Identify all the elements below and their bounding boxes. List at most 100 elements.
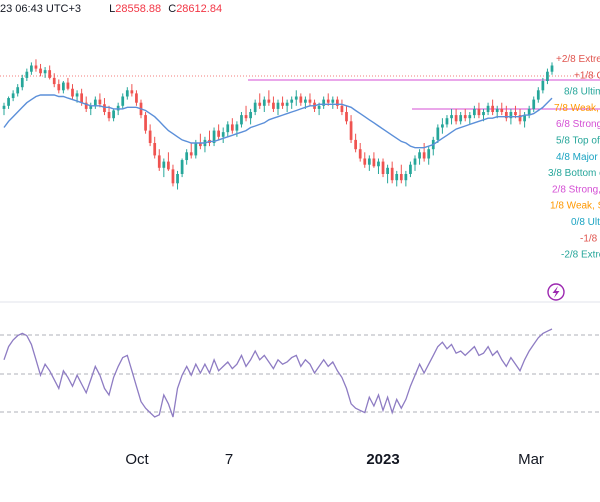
candle-body bbox=[550, 65, 554, 72]
candle-body bbox=[308, 99, 312, 103]
candle-body bbox=[185, 152, 189, 161]
candle-body bbox=[317, 105, 321, 109]
candle-body bbox=[399, 174, 403, 181]
candle-body bbox=[422, 152, 426, 159]
candle-body bbox=[541, 81, 545, 91]
candle-body bbox=[221, 132, 225, 137]
murrey-level-label: 2/8 Strong, bbox=[552, 184, 600, 195]
candle-body bbox=[491, 105, 495, 112]
murrey-level-label: 3/8 Bottom c bbox=[548, 168, 600, 179]
candle-body bbox=[468, 115, 472, 119]
candle-body bbox=[80, 93, 84, 103]
candle-body bbox=[349, 121, 353, 140]
lightning-icon bbox=[552, 286, 560, 298]
candle-body bbox=[226, 124, 230, 133]
candle-body bbox=[276, 102, 280, 109]
rsi-line bbox=[3, 328, 553, 418]
header-low-value: 28558.88 bbox=[115, 3, 162, 15]
candle-body bbox=[326, 99, 330, 103]
candle-body bbox=[262, 99, 266, 106]
candle-body bbox=[11, 93, 15, 99]
candle-body bbox=[514, 112, 517, 116]
candle-body bbox=[527, 108, 531, 116]
candle-body bbox=[294, 96, 298, 100]
candle-body bbox=[43, 70, 47, 74]
candle-body bbox=[171, 169, 175, 184]
candle-body bbox=[244, 115, 248, 119]
candle-body bbox=[16, 87, 20, 94]
candle-body bbox=[130, 90, 134, 94]
candle-body bbox=[340, 105, 344, 112]
murrey-level-label: 1/8 Weak, S bbox=[550, 201, 600, 212]
candle-body bbox=[482, 112, 485, 116]
candle-body bbox=[445, 118, 449, 125]
candle-body bbox=[486, 105, 490, 112]
candle-body bbox=[386, 167, 389, 174]
candle-body bbox=[509, 112, 513, 119]
candle-body bbox=[450, 115, 453, 119]
ohlc-header: 23 06:43 UTC+3 L28558.88 C28612.84 bbox=[0, 3, 226, 15]
candle-body bbox=[135, 93, 138, 103]
candle-body bbox=[116, 105, 120, 111]
candle-body bbox=[112, 110, 115, 119]
candle-body bbox=[212, 130, 216, 143]
candle-body bbox=[253, 102, 257, 112]
candle-body bbox=[290, 99, 294, 103]
candle-body bbox=[144, 115, 147, 131]
candle-body bbox=[413, 158, 417, 165]
murrey-level-label: 0/8 Ult bbox=[571, 217, 600, 228]
candle-body bbox=[148, 130, 152, 143]
candles-layer bbox=[2, 59, 554, 190]
candle-body bbox=[358, 149, 362, 159]
murrey-level-label: 7/8 Weak, S bbox=[554, 103, 600, 114]
candle-body bbox=[518, 115, 522, 122]
candle-body bbox=[299, 96, 303, 103]
rsi-guides bbox=[0, 334, 600, 413]
candle-body bbox=[93, 99, 97, 106]
candle-body bbox=[390, 167, 394, 181]
time-axis[interactable]: Oct 7 2023 Mar bbox=[125, 451, 544, 468]
candle-body bbox=[167, 161, 170, 170]
candle-body bbox=[363, 158, 367, 165]
candle-body bbox=[230, 124, 234, 131]
candle-body bbox=[52, 77, 56, 85]
candle-body bbox=[198, 143, 202, 147]
candle-body bbox=[189, 152, 193, 156]
candle-body bbox=[331, 99, 335, 103]
candle-body bbox=[125, 90, 129, 97]
murrey-level-label: -2/8 Extre bbox=[561, 250, 600, 261]
candle-body bbox=[162, 161, 166, 168]
candle-body bbox=[459, 115, 463, 122]
candle-body bbox=[427, 149, 431, 159]
candle-body bbox=[546, 71, 549, 81]
candle-body bbox=[477, 108, 481, 116]
murrey-level-label: 6/8 Strong bbox=[556, 119, 600, 130]
x-tick-label: 2023 bbox=[366, 451, 399, 468]
candle-body bbox=[103, 104, 106, 112]
candle-body bbox=[472, 108, 476, 116]
flash-button[interactable] bbox=[547, 283, 565, 301]
candle-body bbox=[281, 102, 284, 106]
candle-body bbox=[258, 102, 262, 106]
header-time: 23 06:43 UTC+3 bbox=[0, 3, 82, 15]
murrey-level-label: +1/8 C bbox=[574, 70, 600, 81]
candle-body bbox=[354, 139, 358, 150]
murrey-level-label: -1/8 bbox=[580, 233, 598, 244]
murrey-level-label: 5/8 Top of bbox=[556, 136, 600, 147]
candle-body bbox=[84, 102, 88, 109]
candle-body bbox=[454, 115, 458, 122]
candle-body bbox=[39, 68, 42, 74]
candle-body bbox=[157, 155, 161, 168]
candle-body bbox=[267, 99, 271, 103]
candle-body bbox=[249, 112, 252, 119]
candle-body bbox=[463, 115, 467, 119]
murrey-lines bbox=[0, 75, 600, 110]
murrey-level-label: 4/8 Major S bbox=[556, 152, 600, 163]
candle-body bbox=[75, 93, 79, 97]
candle-body bbox=[20, 77, 24, 88]
candle-body bbox=[153, 143, 157, 156]
x-tick-label: Oct bbox=[125, 451, 149, 468]
candle-body bbox=[30, 65, 33, 72]
candle-body bbox=[532, 99, 536, 109]
